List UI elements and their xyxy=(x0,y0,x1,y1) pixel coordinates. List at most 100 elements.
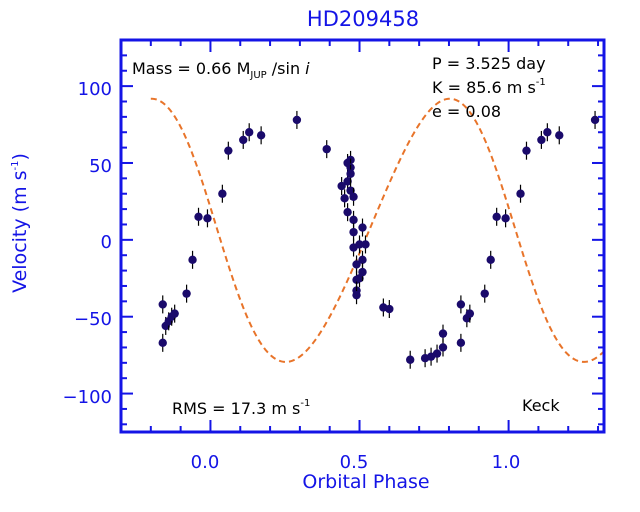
data-point xyxy=(352,255,361,274)
data-point-marker xyxy=(224,146,233,155)
data-point-marker xyxy=(537,135,546,145)
data-point-marker xyxy=(456,300,466,309)
tick-marks xyxy=(121,40,604,432)
data-point xyxy=(158,333,167,352)
rms-annotation: RMS = 17.3 m s-1 xyxy=(172,398,310,418)
data-point-marker xyxy=(340,194,349,203)
data-point-marker xyxy=(352,260,361,269)
data-point xyxy=(182,284,191,303)
data-point-marker xyxy=(358,255,367,265)
x-tick-label-2: 1.0 xyxy=(492,452,521,473)
chart-title: HD209458 xyxy=(307,7,419,31)
data-point-marker xyxy=(432,349,442,358)
data-point xyxy=(492,207,501,226)
y-tick-label-4: 100 xyxy=(78,79,112,100)
data-point-marker xyxy=(355,240,364,249)
data-point-marker xyxy=(555,131,564,140)
data-points-layer xyxy=(158,110,600,369)
x-tick-label-1: 0.5 xyxy=(340,452,369,473)
data-point xyxy=(355,235,364,254)
data-point-marker xyxy=(170,309,179,318)
source-annotation: Keck xyxy=(522,396,560,415)
data-point xyxy=(340,189,349,208)
data-point-marker xyxy=(239,135,248,145)
plot-frame xyxy=(119,38,606,434)
data-point-marker xyxy=(361,240,370,249)
fit-curve xyxy=(150,97,604,363)
data-point-marker xyxy=(358,267,367,277)
data-point-marker xyxy=(516,189,525,198)
data-point-marker xyxy=(158,338,167,348)
x-tick-label-0: 0.0 xyxy=(191,452,220,473)
data-point xyxy=(358,218,367,237)
data-point xyxy=(170,304,179,323)
data-point-marker xyxy=(352,290,361,300)
data-point xyxy=(194,207,203,226)
data-point xyxy=(543,123,552,142)
data-point-marker xyxy=(256,131,266,140)
data-point-marker xyxy=(158,300,167,309)
data-point xyxy=(224,141,233,160)
data-point-marker xyxy=(385,304,394,314)
data-point xyxy=(522,141,531,160)
data-point-marker xyxy=(292,115,302,125)
data-point xyxy=(501,209,510,228)
data-point xyxy=(349,238,358,257)
fit-curve-layer xyxy=(150,97,604,363)
data-point xyxy=(486,250,495,269)
data-point-marker xyxy=(343,177,352,186)
data-point-marker xyxy=(406,355,415,364)
y-tick-label-0: −100 xyxy=(63,387,112,408)
y-tick-label-1: −50 xyxy=(74,309,112,330)
data-point xyxy=(343,203,352,222)
data-point xyxy=(188,250,197,269)
data-point-marker xyxy=(358,223,367,232)
x-axis-label: Orbital Phase xyxy=(302,471,429,493)
mass-annotation: Mass = 0.66 MJUP /sin i xyxy=(132,59,310,81)
data-point-marker xyxy=(486,255,495,265)
data-point-marker xyxy=(337,181,346,191)
data-point-marker xyxy=(203,214,212,223)
data-point xyxy=(218,184,227,203)
data-point xyxy=(239,130,248,149)
data-point xyxy=(456,295,466,314)
k-annotation: K = 85.6 m s-1 xyxy=(432,77,546,97)
data-point xyxy=(352,286,361,305)
data-point-marker xyxy=(346,169,355,178)
data-point-marker xyxy=(322,144,331,154)
data-point xyxy=(590,110,600,129)
ecc-annotation: e = 0.08 xyxy=(432,102,501,121)
data-point xyxy=(349,223,358,242)
data-point-marker xyxy=(349,227,358,237)
data-point xyxy=(361,235,370,254)
data-point xyxy=(480,284,489,303)
data-point xyxy=(465,304,475,323)
data-point-marker xyxy=(194,212,203,221)
data-point-marker xyxy=(480,289,489,298)
data-point-marker xyxy=(590,115,600,125)
y-axis-label: Velocity (m s-1) xyxy=(9,153,31,293)
data-point xyxy=(203,209,212,228)
data-point-marker xyxy=(343,207,352,217)
data-point xyxy=(516,184,525,203)
data-point xyxy=(346,164,355,183)
data-point-marker xyxy=(182,289,191,298)
y-tick-label-3: 50 xyxy=(89,156,112,177)
data-point-marker xyxy=(522,146,531,155)
data-point xyxy=(158,295,167,314)
data-point xyxy=(555,126,564,145)
data-point xyxy=(349,187,358,206)
data-point-marker xyxy=(492,212,501,221)
data-point-marker xyxy=(465,309,475,318)
data-point-marker xyxy=(218,189,227,198)
data-point xyxy=(406,350,415,369)
data-point-marker xyxy=(245,128,254,137)
data-point-marker xyxy=(438,343,448,352)
data-point xyxy=(438,324,448,343)
data-point-marker xyxy=(349,215,358,225)
data-point-marker xyxy=(438,329,448,338)
data-point xyxy=(245,123,254,142)
y-tick-label-2: 0 xyxy=(101,232,112,253)
data-point-marker xyxy=(501,214,510,223)
